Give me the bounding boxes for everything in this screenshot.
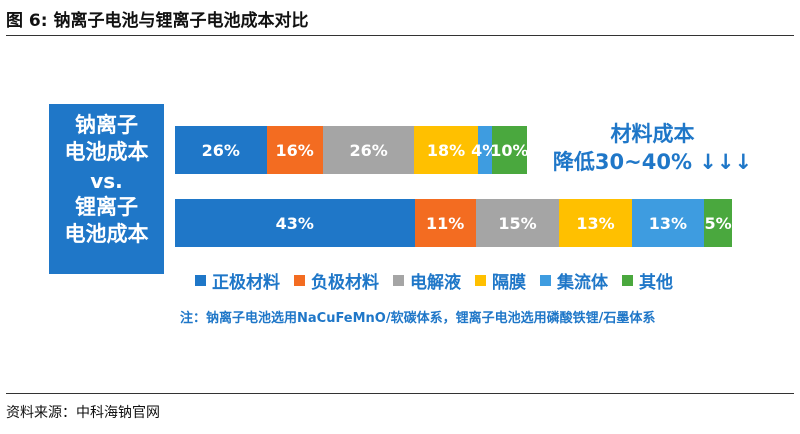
bar-segment-sodium-5: 10% xyxy=(490,126,529,174)
bar-data-label: 43% xyxy=(275,213,314,233)
legend-label: 隔膜 xyxy=(492,273,526,293)
legend-label: 其他 xyxy=(639,273,673,293)
note-line2: 降低30~40% ↓↓↓ xyxy=(552,150,753,174)
bar-data-label: 13% xyxy=(648,213,688,233)
legend-swatch xyxy=(540,275,551,286)
source-line: 资料来源：中科海钠官网 xyxy=(6,405,160,421)
top-rule xyxy=(6,35,794,36)
bar-data-label: 4% xyxy=(471,140,499,160)
bar-segment-lithium-3: 13% xyxy=(559,199,632,247)
label-sodium-line2: 电池成本 xyxy=(64,140,149,164)
label-vs: vs. xyxy=(90,169,123,193)
note-line1: 材料成本 xyxy=(610,122,695,146)
bar-segment-sodium-3: 18% xyxy=(414,126,478,174)
figure-title: 图 6: 钠离子电池与锂离子电池成本对比 xyxy=(6,11,309,31)
bar-data-label: 16% xyxy=(275,140,314,160)
bar-segment-lithium-5: 5% xyxy=(704,199,732,247)
legend-swatch xyxy=(622,275,633,286)
bar-data-label: 15% xyxy=(498,213,537,233)
bar-data-label: 10% xyxy=(490,140,529,160)
legend-item: 隔膜 xyxy=(475,268,526,293)
bar-segment-sodium-4: 4% xyxy=(471,126,498,174)
legend-item: 负极材料 xyxy=(294,268,379,293)
bar-segment-lithium-4: 13% xyxy=(631,199,705,247)
cost-reduction-note: 材料成本 降低30~40% ↓↓↓ xyxy=(545,120,760,176)
bar-segment-sodium-2: 26% xyxy=(322,126,415,174)
legend-item: 集流体 xyxy=(540,268,608,293)
bar-segment-lithium-1: 11% xyxy=(414,199,476,247)
legend-swatch xyxy=(393,275,404,286)
bar-data-label: 5% xyxy=(704,213,732,233)
legend-item: 电解液 xyxy=(393,268,461,293)
bar-data-label: 26% xyxy=(349,140,388,160)
bar-data-label: 26% xyxy=(201,140,240,160)
legend-swatch xyxy=(195,275,206,286)
legend-swatch xyxy=(475,275,486,286)
bar-data-label: 13% xyxy=(576,213,615,233)
legend-label: 正极材料 xyxy=(212,273,280,293)
bottom-rule xyxy=(6,393,794,394)
legend-label: 电解液 xyxy=(410,273,461,293)
legend-item: 其他 xyxy=(622,268,673,293)
legend-label: 负极材料 xyxy=(311,273,379,293)
bar-segment-sodium-0: 26% xyxy=(175,126,267,174)
legend-swatch xyxy=(294,275,305,286)
bar-data-label: 11% xyxy=(425,213,465,233)
bar-segment-lithium-0: 43% xyxy=(175,199,415,247)
legend: 正极材料 负极材料 电解液 隔膜 集流体 其他 xyxy=(195,268,673,293)
bar-row-sodium: 26% 16% 26% 18% 4% 10% xyxy=(175,126,529,174)
label-lithium-line1: 锂离子 xyxy=(75,195,138,219)
legend-label: 集流体 xyxy=(557,273,608,293)
bar-segment-sodium-1: 16% xyxy=(266,126,323,174)
legend-item: 正极材料 xyxy=(195,268,280,293)
bar-data-label: 18% xyxy=(426,140,466,160)
label-lithium-line2: 电池成本 xyxy=(64,222,149,246)
bar-segment-lithium-2: 15% xyxy=(475,199,560,247)
comparison-label-box: 钠离子 电池成本 vs. 锂离子 电池成本 xyxy=(49,104,164,274)
label-sodium-line1: 钠离子 xyxy=(75,113,138,137)
bar-row-lithium: 43% 11% 15% 13% 13% 5% xyxy=(175,199,732,247)
chart-footnote: 注：钠离子电池选用NaCuFeMnO/软碳体系，锂离子电池选用磷酸铁锂/石墨体系 xyxy=(180,311,656,326)
